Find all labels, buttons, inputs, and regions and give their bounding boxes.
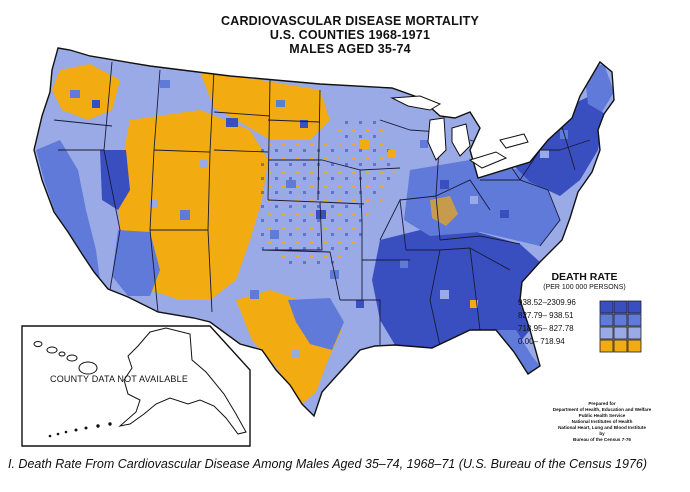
legend-swatch-1c xyxy=(627,300,642,314)
hawaii-islands xyxy=(33,341,98,375)
region-midwest-mixed-low xyxy=(336,120,396,206)
legend-swatch-2a xyxy=(599,313,614,327)
legend-title: DEATH RATE xyxy=(551,271,618,283)
us-outline xyxy=(33,47,615,418)
legend-swatches xyxy=(599,300,642,353)
legend-swatch-4b xyxy=(613,339,628,353)
region-northern-plains-low xyxy=(200,72,330,140)
credit-line-7: Bureau of the Census 7-76 xyxy=(573,437,631,442)
legend-label-4: 0.00– 718.94 xyxy=(518,337,565,346)
legend-row-1: 938.52–2309.96 xyxy=(512,296,657,309)
state-boundaries xyxy=(53,61,591,347)
us-map xyxy=(21,47,642,447)
legend-swatch-3c xyxy=(627,326,642,340)
legend-row-3: 718.95– 827.78 xyxy=(512,322,657,335)
legend-swatch-3a xyxy=(599,326,614,340)
region-texas-mixed xyxy=(288,298,344,350)
legend-swatch-1a xyxy=(599,300,614,314)
legend-swatch-2c xyxy=(627,313,642,327)
inset-alaska-hawaii xyxy=(21,325,251,447)
legend-swatch-3b xyxy=(613,326,628,340)
legend-swatch-4a xyxy=(599,339,614,353)
figure-caption: I. Death Rate From Cardiovascular Diseas… xyxy=(8,457,648,471)
title-line-1: CARDIOVASCULAR DISEASE MORTALITY xyxy=(220,14,480,28)
legend-swatch-4c xyxy=(627,339,642,353)
alaska-outline xyxy=(118,327,247,435)
aleutian-islands xyxy=(48,422,112,438)
legend-label-3: 718.95– 827.78 xyxy=(518,324,574,333)
legend-label-2: 827.79– 938.51 xyxy=(518,311,574,320)
region-coastal-ca xyxy=(36,140,100,280)
county-speckles xyxy=(70,80,568,358)
legend-subtitle: (PER 100 000 PERSONS) xyxy=(543,284,626,291)
title-line-2: U.S. COUNTIES 1968-1971 xyxy=(269,28,431,42)
credit-line-5: National Heart, Lung and Blood Institute xyxy=(558,425,646,430)
credit-line-4: National Institutes of Health xyxy=(571,419,633,424)
region-southeast-high xyxy=(372,230,540,348)
legend-swatch-1b xyxy=(613,300,628,314)
credit-block: Prepared for Department of Health, Educa… xyxy=(532,401,672,443)
great-lakes xyxy=(390,95,529,169)
legend: DEATH RATE (PER 100 000 PERSONS) 938.52–… xyxy=(512,271,657,348)
legend-row-2: 827.79– 938.51 xyxy=(512,309,657,322)
region-northwest-low xyxy=(52,64,120,120)
credit-line-3: Public Health Service xyxy=(578,413,626,418)
title-line-3: MALES AGED 35-74 xyxy=(289,42,411,56)
region-nevada-high xyxy=(100,150,130,210)
credit-line-2: Department of Health, Education and Welf… xyxy=(552,407,652,412)
legend-swatch-2b xyxy=(613,313,628,327)
credit-line-6: by xyxy=(599,431,605,436)
region-west-low xyxy=(118,110,268,300)
map-figure: CARDIOVASCULAR DISEASE MORTALITY U.S. CO… xyxy=(21,14,672,447)
region-arizona-mixed xyxy=(112,230,160,296)
inset-label: COUNTY DATA NOT AVAILABLE xyxy=(50,374,189,384)
legend-row-4: 0.00– 718.94 xyxy=(512,335,657,348)
legend-label-1: 938.52–2309.96 xyxy=(518,298,576,307)
credit-line-1: Prepared for xyxy=(588,401,616,406)
map-title: CARDIOVASCULAR DISEASE MORTALITY U.S. CO… xyxy=(190,14,510,56)
region-central-plains-mixed xyxy=(250,140,370,270)
